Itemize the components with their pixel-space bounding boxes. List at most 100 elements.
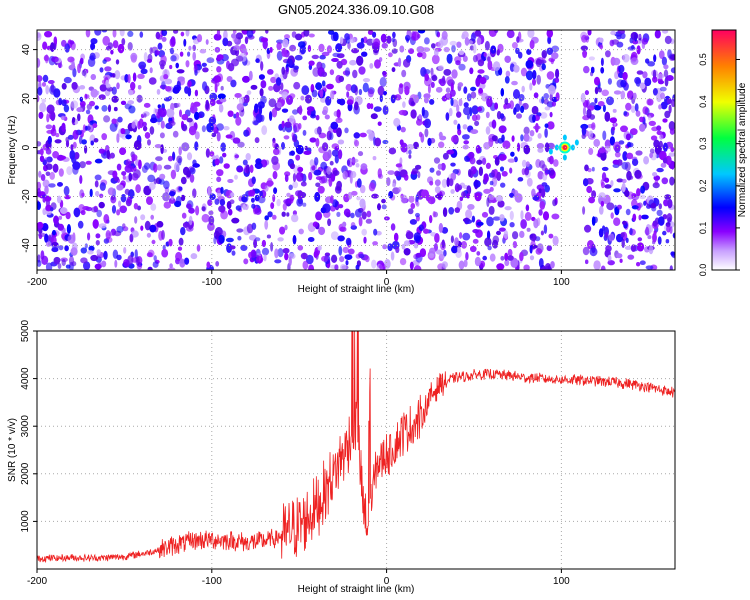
- heatmap-cell: [394, 232, 399, 242]
- heatmap-cell: [518, 51, 523, 59]
- heatmap-cell: [647, 235, 652, 240]
- y-tick-label: 4000: [20, 367, 31, 390]
- heatmap-cell: [49, 85, 57, 95]
- heatmap-cell: [610, 137, 615, 146]
- heatmap-cell: [391, 94, 398, 99]
- heatmap-cell: [461, 191, 466, 199]
- heatmap-cell: [103, 250, 108, 260]
- heatmap-cell: [517, 177, 524, 182]
- heatmap-cell: [156, 88, 161, 95]
- heatmap-cell: [234, 174, 238, 180]
- heatmap-cell: [41, 98, 47, 103]
- heatmap-cell: [548, 233, 554, 239]
- heatmap-cell: [642, 71, 648, 79]
- heatmap-cell: [161, 30, 168, 37]
- heatmap-cell: [584, 224, 592, 233]
- heatmap-cell: [639, 194, 646, 200]
- heatmap-cell: [359, 198, 366, 209]
- heatmap-cell: [420, 67, 427, 77]
- heatmap-cell: [493, 61, 501, 71]
- heatmap-cell: [377, 203, 381, 211]
- heatmap-cell: [494, 156, 500, 166]
- heatmap-cell: [308, 60, 315, 66]
- heatmap-cell: [116, 209, 121, 216]
- heatmap-cell: [130, 165, 135, 173]
- heatmap-cell: [329, 69, 335, 76]
- heatmap-cell: [295, 154, 301, 161]
- heatmap-cell: [316, 126, 322, 135]
- heatmap-cell: [382, 71, 388, 78]
- heatmap-cell: [220, 142, 226, 152]
- heatmap-cell: [131, 121, 136, 129]
- heatmap-cell: [362, 82, 369, 93]
- heatmap-cell: [216, 131, 221, 142]
- heatmap-cell: [622, 151, 628, 161]
- heatmap-cell: [474, 30, 482, 37]
- heatmap-cell: [110, 49, 114, 55]
- heatmap-cell: [366, 102, 372, 110]
- heatmap-cell: [42, 208, 47, 216]
- heatmap-cell: [446, 149, 455, 155]
- heatmap-cell: [548, 85, 556, 95]
- heatmap-cell: [381, 198, 386, 204]
- snr-panel: -200 -100 0 100 1000 2000 3000 4000 5000 Height…: [7, 319, 676, 595]
- heatmap-cell: [413, 232, 421, 242]
- heatmap-cell: [588, 56, 596, 61]
- heatmap-cell: [45, 241, 52, 247]
- heatmap-cell: [157, 104, 161, 109]
- colorbar-tick-label: 0.3: [698, 137, 708, 150]
- heatmap-cell: [270, 202, 275, 210]
- heatmap-cell: [254, 137, 260, 144]
- heatmap-cell: [50, 42, 55, 52]
- heatmap-cell: [486, 97, 493, 108]
- heatmap-cell: [616, 204, 622, 210]
- heatmap-cell: [639, 260, 646, 266]
- heatmap-cell: [251, 203, 256, 209]
- heatmap-cell: [321, 71, 327, 77]
- heatmap-cell: [529, 39, 535, 50]
- heatmap-cell: [295, 33, 303, 41]
- heatmap-cell: [356, 42, 365, 49]
- heatmap-cell: [95, 233, 101, 239]
- heatmap-cell: [240, 244, 248, 251]
- heatmap-cell: [450, 82, 454, 92]
- heatmap-cell: [222, 152, 227, 158]
- heatmap-cell: [146, 196, 153, 205]
- heatmap-cell: [454, 237, 459, 247]
- heatmap-cell: [105, 45, 112, 51]
- heatmap-cell: [226, 243, 233, 254]
- heatmap-cell: [477, 69, 485, 74]
- heatmap-cell: [544, 169, 551, 174]
- heatmap-cell: [612, 108, 617, 113]
- heatmap-cell: [214, 198, 220, 205]
- heatmap-cell: [267, 177, 273, 188]
- heatmap-cell: [205, 148, 210, 158]
- heatmap-cell: [328, 30, 335, 35]
- heatmap-cell: [52, 151, 59, 159]
- heatmap-cell: [621, 178, 627, 184]
- heatmap-cell: [382, 139, 389, 145]
- heatmap-cell: [543, 211, 549, 221]
- heatmap-cell: [523, 133, 530, 142]
- heatmap-cell: [99, 193, 104, 198]
- heatmap-cell: [494, 102, 498, 110]
- heatmap-cell: [227, 62, 235, 72]
- heatmap-cell: [57, 195, 62, 204]
- heatmap-cell: [641, 37, 649, 45]
- heatmap-cell: [665, 155, 672, 165]
- heatmap-cell: [494, 30, 499, 34]
- heatmap-cell: [315, 114, 320, 121]
- heatmap-cell: [498, 154, 507, 161]
- heatmap-cell: [489, 180, 494, 186]
- heatmap-y-axis-label: Frequency (Hz): [7, 116, 18, 185]
- heatmap-cell: [395, 163, 402, 168]
- heatmap-cell: [68, 255, 75, 266]
- heatmap-cell: [434, 186, 441, 194]
- heatmap-cell: [304, 94, 312, 104]
- heatmap-cell: [476, 251, 481, 256]
- heatmap-cell: [48, 183, 56, 188]
- heatmap-cell: [46, 113, 50, 123]
- heatmap-cell: [588, 147, 594, 155]
- heatmap-cell: [345, 237, 352, 246]
- heatmap-cell: [163, 164, 172, 170]
